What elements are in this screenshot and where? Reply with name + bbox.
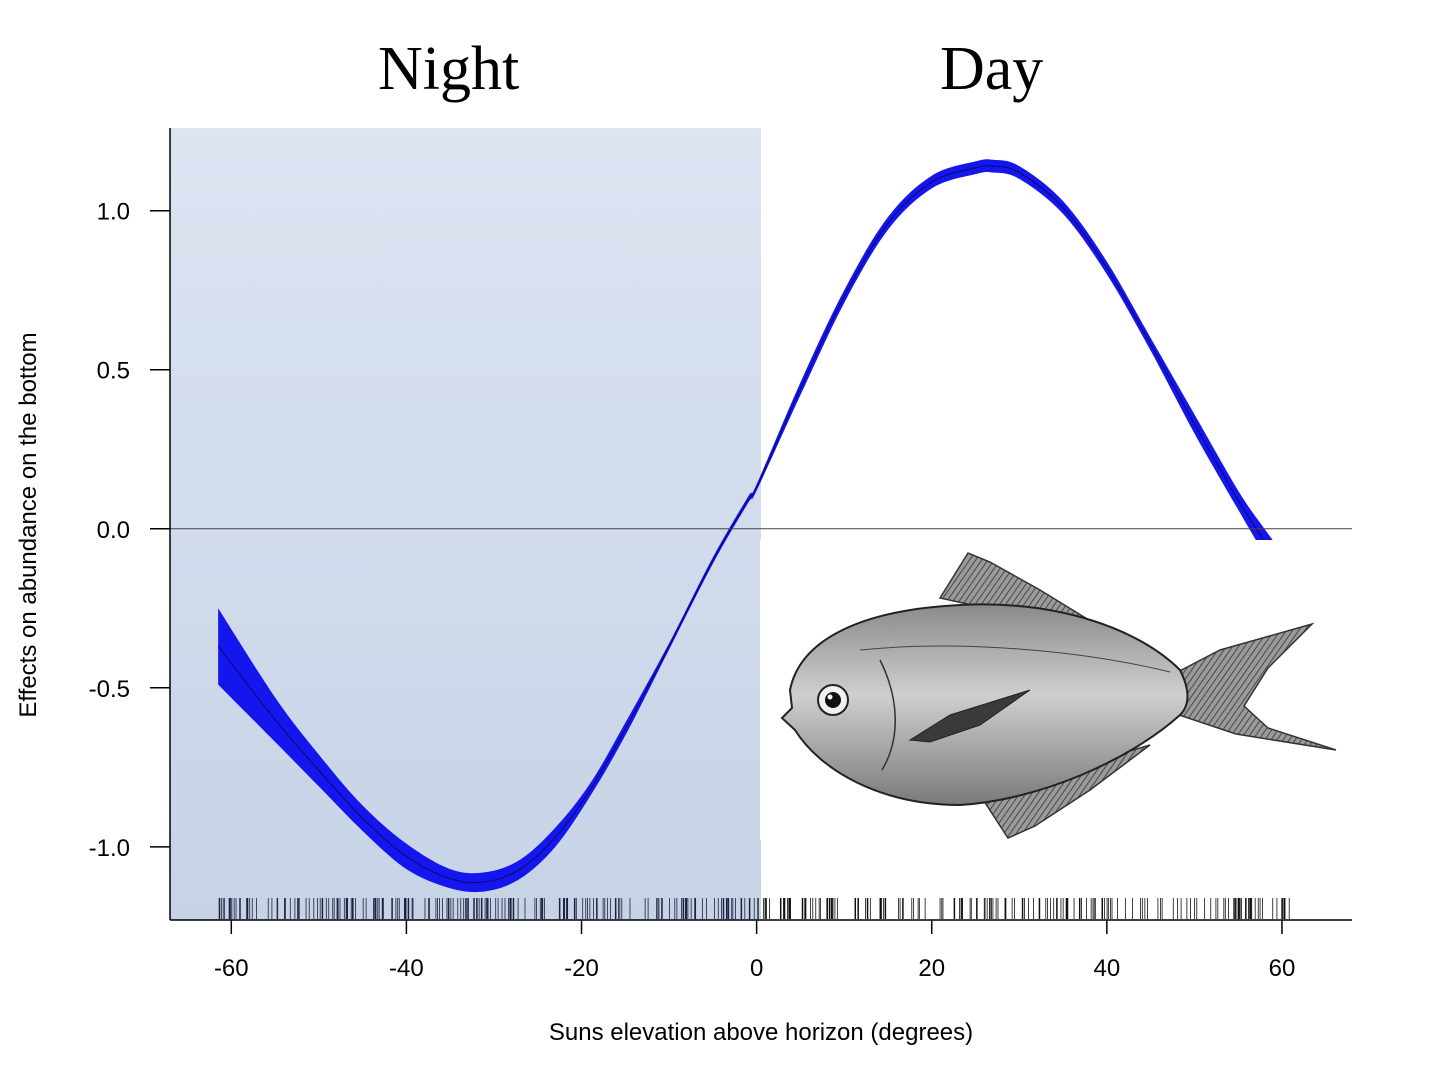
- x-tick-label: 20: [918, 955, 945, 982]
- x-tick-label: -60: [214, 955, 249, 982]
- y-tick-label: 0.5: [97, 358, 130, 385]
- y-tick-label: 0.0: [97, 517, 130, 544]
- x-tick-label: -20: [564, 955, 599, 982]
- fitted-line-0: [217, 165, 1292, 884]
- night-region: [170, 128, 761, 920]
- day-label: Day: [940, 35, 1044, 103]
- y-tick-label: -1.0: [89, 835, 130, 862]
- x-tick-label: 40: [1093, 955, 1120, 982]
- y-tick-label: -0.5: [89, 676, 130, 703]
- x-tick-label: -40: [389, 955, 424, 982]
- y-tick-label: 1.0: [97, 199, 130, 226]
- night-label: Night: [378, 35, 520, 103]
- x-tick-label: 0: [750, 955, 763, 982]
- rug-marks: [218, 898, 1290, 919]
- x-tick-label: 60: [1269, 955, 1296, 982]
- x-axis-title: Suns elevation above horizon (degrees): [549, 1019, 973, 1046]
- fish-illustration: [760, 540, 1360, 840]
- y-axis-title: Effects on abundance on the bottom: [15, 332, 42, 717]
